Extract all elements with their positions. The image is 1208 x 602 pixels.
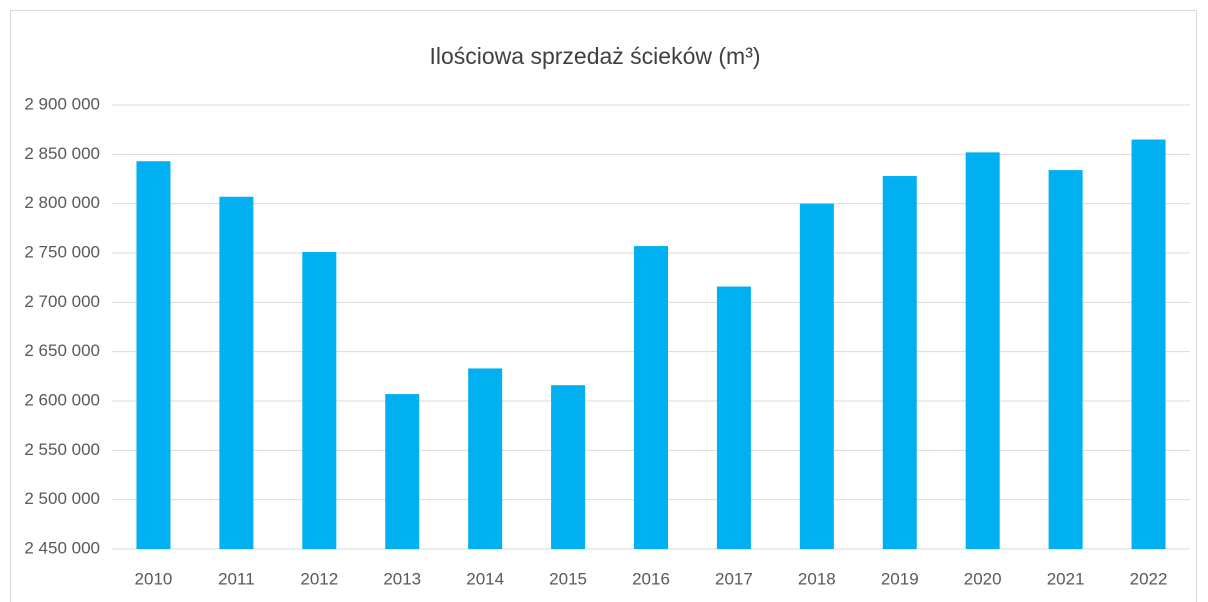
y-tick-label: 2 850 000 (24, 144, 100, 163)
x-tick-label: 2022 (1130, 569, 1168, 588)
x-tick-label: 2016 (632, 569, 670, 588)
bar (385, 394, 420, 549)
bar (1048, 170, 1083, 549)
bar (882, 176, 917, 550)
bar (799, 203, 834, 549)
chart-title: Ilościowa sprzedaż ścieków (m³) (429, 43, 760, 69)
bar (136, 161, 171, 550)
x-tick-label: 2012 (300, 569, 338, 588)
x-tick-label: 2014 (466, 569, 504, 588)
x-tick-label: 2015 (549, 569, 587, 588)
bar (1131, 139, 1166, 550)
y-tick-label: 2 600 000 (24, 390, 100, 409)
y-tick-label: 2 550 000 (24, 440, 100, 459)
x-tick-label: 2011 (218, 569, 255, 588)
x-tick-label: 2013 (383, 569, 421, 588)
x-tick-label: 2017 (715, 569, 753, 588)
x-tick-label: 2010 (135, 569, 173, 588)
y-tick-label: 2 450 000 (24, 538, 100, 557)
bar (634, 246, 668, 550)
x-tick-label: 2018 (798, 569, 836, 588)
bar (219, 196, 254, 549)
y-tick-label: 2 800 000 (24, 193, 100, 212)
bar (302, 252, 337, 549)
y-tick-label: 2 500 000 (24, 489, 100, 508)
bar (716, 286, 751, 549)
y-tick-label: 2 900 000 (24, 94, 100, 113)
y-tick-label: 2 700 000 (24, 292, 100, 311)
y-tick-label: 2 650 000 (24, 341, 100, 360)
bar (468, 368, 503, 549)
y-tick-label: 2 750 000 (24, 242, 100, 261)
bar (965, 152, 1000, 550)
x-tick-label: 2019 (881, 569, 919, 588)
chart-border (10, 10, 1197, 602)
x-tick-label: 2020 (964, 569, 1002, 588)
x-tick-label: 2021 (1047, 569, 1085, 588)
bar (551, 385, 586, 549)
